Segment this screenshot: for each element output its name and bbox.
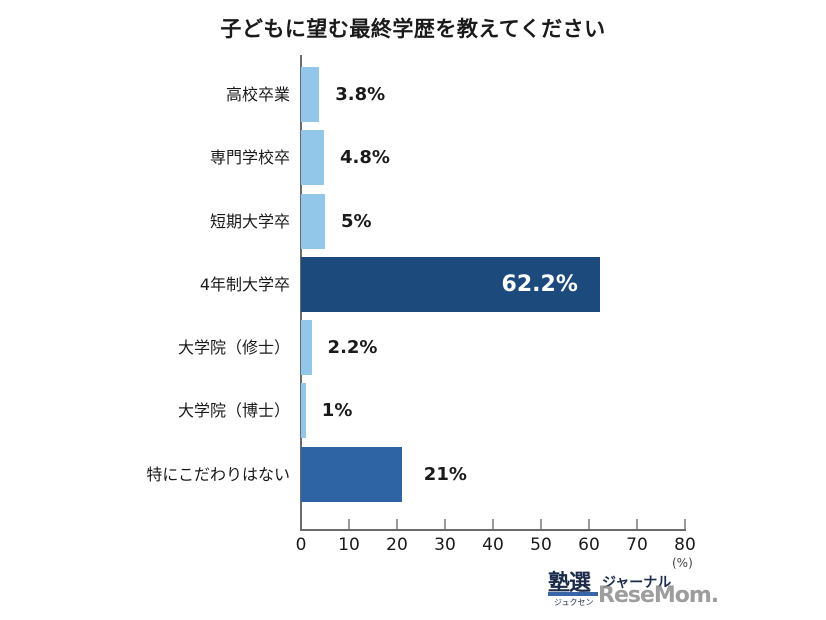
logo-journal-text: ジャーナル — [602, 575, 672, 591]
category-label: 専門学校卒 — [209, 148, 290, 167]
x-tick-label: 50 — [530, 535, 552, 555]
bar — [301, 383, 306, 438]
x-tick-label: 20 — [386, 535, 408, 555]
x-tick-mark — [684, 519, 686, 529]
value-label: 62.2% — [501, 272, 578, 297]
chart-title: 子どもに望む最終学歴を教えてください — [220, 17, 606, 41]
x-tick-label: 30 — [434, 535, 456, 555]
x-tick-mark — [348, 519, 350, 529]
x-tick-mark — [492, 519, 494, 529]
value-label: 21% — [423, 464, 467, 485]
x-tick-label: 70 — [626, 535, 648, 555]
logo-juku-text: 塾選 — [548, 571, 591, 596]
x-tick-label: 0 — [295, 535, 307, 555]
value-label: 1% — [321, 400, 353, 421]
value-label: 5% — [341, 211, 372, 232]
bar — [301, 130, 325, 185]
bar — [301, 320, 312, 375]
bar-row: 短期大学卒 5% — [0, 194, 826, 250]
category-label: 大学院（博士） — [177, 401, 290, 420]
bar — [301, 257, 600, 312]
x-tick-mark — [588, 519, 590, 529]
category-label: 高校卒業 — [225, 85, 290, 104]
category-label: 4年制大学卒 — [199, 275, 290, 294]
bar — [301, 447, 402, 502]
bar — [301, 67, 320, 122]
pencil-icon — [548, 592, 598, 596]
publisher-logo: 塾選 ジャーナル ジュクセン ReseMom. — [548, 565, 719, 613]
x-tick-label: 60 — [578, 535, 600, 555]
resemom-logo: ReseMom. — [598, 583, 719, 608]
x-tick-label: 40 — [482, 535, 504, 555]
value-label: 3.8% — [335, 84, 386, 105]
x-axis-line — [300, 529, 686, 531]
logo-kana-text: ジュクセン — [554, 598, 594, 607]
x-axis-unit: (%) — [672, 556, 693, 570]
bar — [301, 194, 325, 249]
bar-row: 専門学校卒 4.8% — [0, 130, 826, 186]
value-label: 2.2% — [327, 337, 378, 358]
bar-row: 4年制大学卒 62.2% — [0, 257, 826, 313]
category-label: 特にこだわりはない — [146, 465, 290, 484]
x-tick-mark — [540, 519, 542, 529]
bar-row: 大学院（博士） 1% — [0, 383, 826, 439]
value-label: 4.8% — [340, 147, 390, 168]
x-tick-mark — [444, 519, 446, 529]
category-label: 短期大学卒 — [209, 212, 290, 231]
x-tick-mark — [396, 519, 398, 529]
y-axis-line — [300, 55, 302, 530]
bar-row: 高校卒業 3.8% — [0, 67, 826, 123]
category-label: 大学院（修士） — [177, 338, 290, 357]
x-tick-label: 80 — [674, 535, 696, 555]
bar-row: 特にこだわりはない 21% — [0, 447, 826, 503]
x-tick-label: 10 — [338, 535, 360, 555]
bar-row: 大学院（修士） 2.2% — [0, 320, 826, 376]
x-tick-mark — [636, 519, 638, 529]
